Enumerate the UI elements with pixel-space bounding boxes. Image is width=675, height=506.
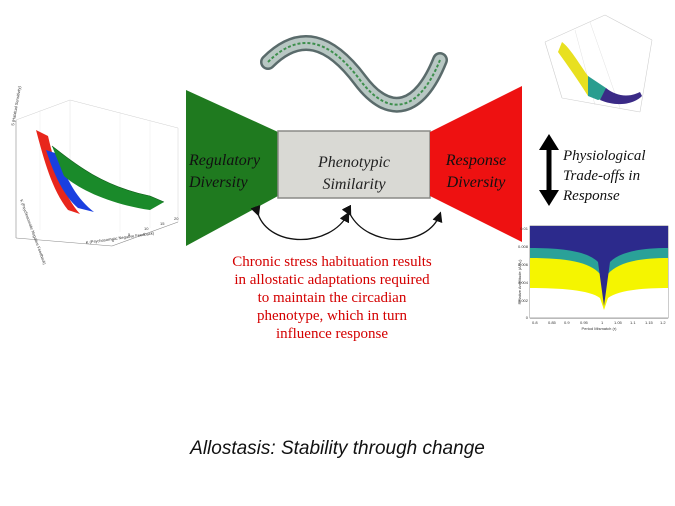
tradeoffs-line3: Response — [563, 188, 620, 204]
response-diversity-label: Response Diversity — [436, 150, 516, 194]
tradeoffs-label: Physiological Trade-offs in Response — [563, 146, 675, 206]
regulatory-line2: Diversity — [189, 174, 248, 191]
amp-plot-ytick: 0 — [526, 315, 529, 320]
amplitude-plot: Relative Amplitude (A/A₀) Period Mismatc… — [517, 225, 669, 331]
double-arrow-icon — [539, 134, 559, 206]
amp-plot-ytick: 0.006 — [518, 262, 529, 267]
regulatory-diversity-label: Regulatory Diversity — [189, 150, 269, 194]
left-plot-xtick: 20 — [174, 216, 179, 221]
tradeoff-surface-plot — [544, 14, 653, 113]
tradeoffs-line2: Trade-offs in — [563, 168, 641, 184]
allostatic-note: Chronic stress habituation results in al… — [232, 254, 432, 342]
phenotypic-line1: Phenotypic — [318, 154, 390, 171]
amp-plot-ytick: 0.008 — [518, 244, 529, 249]
response-diversity-shape — [430, 86, 522, 242]
left-plot-xtick: 15 — [160, 221, 165, 226]
amp-plot-xtick: 1.2 — [660, 320, 666, 325]
phenotypic-line2: Similarity — [322, 176, 386, 193]
left-plot-xtick: 5 — [128, 232, 131, 237]
tradeoffs-line1: Physiological — [563, 148, 646, 164]
amp-plot-ytick: 0.004 — [518, 280, 529, 285]
phenotypic-similarity-label: Phenotypic Similarity — [290, 152, 418, 196]
left-plot-xtick: 10 — [144, 226, 149, 231]
amp-plot-xtick: 0.95 — [580, 320, 589, 325]
regulatory-line1: Regulatory — [189, 152, 261, 169]
amp-plot-xlabel: Period Mismatch (r) — [582, 326, 618, 331]
response-line2: Diversity — [446, 174, 506, 191]
left-plot-ylabel: K (Psychosomatic Negative Feedback) — [19, 199, 47, 266]
amp-plot-xtick: 0.85 — [548, 320, 557, 325]
amp-plot-ytick: 0.01 — [520, 226, 529, 231]
amp-plot-xtick: 1.15 — [645, 320, 654, 325]
phenotypic-similarity-box — [277, 130, 431, 199]
slide-caption: Allostasis: Stability through change — [190, 438, 485, 459]
amp-plot-xtick: 0.8 — [532, 320, 538, 325]
dna-strand-icon — [260, 35, 448, 113]
left-plot-xtick: 0 — [112, 238, 115, 243]
amp-plot-ytick: 0.002 — [518, 298, 529, 303]
amp-plot-xtick: 1 — [601, 320, 604, 325]
amp-plot-xtick: 1.05 — [614, 320, 623, 325]
curved-arrow-icon — [341, 204, 443, 241]
amp-plot-ylabel: Relative Amplitude (A/A₀) — [517, 259, 522, 305]
amp-plot-xtick: 1.1 — [630, 320, 636, 325]
curved-arrow-icon — [250, 204, 350, 241]
regulatory-ribbon-plot: S (Habitual Sensitivity) K (Psychosomati… — [10, 85, 179, 266]
response-line1: Response — [445, 152, 507, 169]
amp-plot-xtick: 0.9 — [564, 320, 570, 325]
